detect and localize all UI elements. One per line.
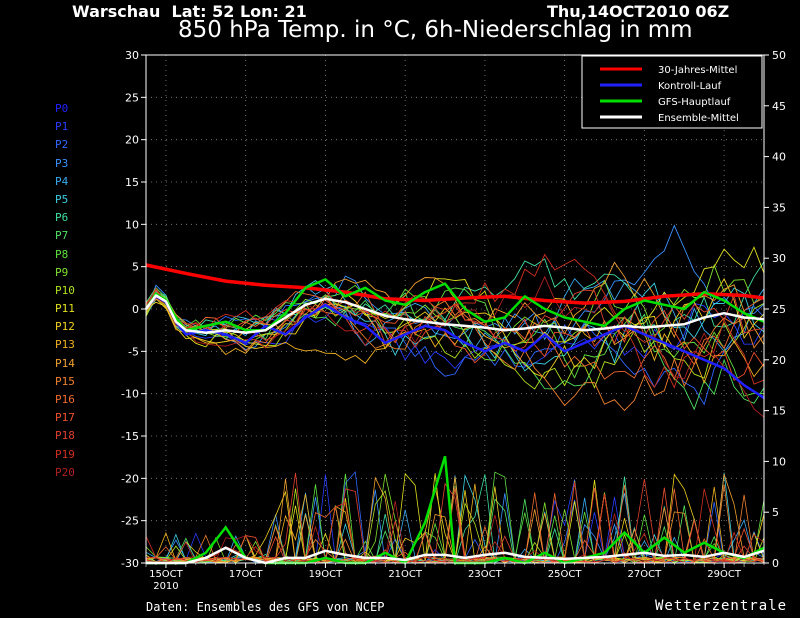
left-tick-label: -10	[121, 388, 139, 401]
legend-label: 30-Jahres-Mittel	[658, 65, 737, 76]
member-temp-line-p15	[145, 292, 765, 412]
run-label-p0: P0	[55, 102, 69, 115]
run-label-p13: P13	[55, 338, 75, 352]
brand-label: Wetterzentrale	[655, 598, 788, 614]
right-tick-label: 50	[772, 49, 786, 62]
run-label-p12: P12	[55, 320, 75, 334]
member-temp-line-p2	[145, 291, 765, 406]
location-label: Warschau Lat: 52 Lon: 21	[72, 2, 307, 21]
run-label-p6: P6	[55, 211, 69, 225]
x-tick-label: 17OCT	[229, 569, 264, 580]
ensemble-run-list: P0 P1 P2 P3 P4 P5 P6 P7 P8 P9 P10 P11 P12 P13 P14 P15 P1…	[55, 100, 75, 482]
run-label-p14: P14	[55, 356, 75, 370]
data-source-note: Daten: Ensembles des GFS von NCEP	[146, 600, 385, 614]
legend-label: GFS-Hauptlauf	[658, 97, 731, 108]
run-label-p17: P17	[55, 411, 75, 425]
axes: 302520151050-5-10-15-20-25-3050454035302…	[121, 49, 786, 592]
chart-title: 850 hPa Temp. in °C, 6h-Niederschlag in …	[178, 17, 693, 43]
right-tick-label: 30	[772, 252, 786, 265]
run-label-p20: P20	[55, 465, 75, 479]
run-label-p7: P7	[55, 229, 69, 243]
left-tick-label: 0	[132, 303, 139, 316]
left-tick-label: 25	[125, 91, 139, 104]
x-tick-label: 15OCT	[149, 569, 184, 580]
right-tick-label: 45	[772, 100, 786, 113]
x-tick-label: 21OCT	[388, 569, 423, 580]
x-tick-label: 27OCT	[628, 569, 663, 580]
member-temp-line-p6	[145, 258, 765, 348]
run-label-p1: P1	[55, 120, 69, 134]
run-label-p5: P5	[55, 192, 69, 206]
left-tick-label: -30	[121, 557, 139, 570]
run-label-p10: P10	[55, 283, 75, 297]
series-line--jahres-mittel	[145, 263, 765, 305]
run-label-p4: P4	[55, 174, 69, 188]
right-tick-label: 35	[772, 201, 786, 214]
run-datetime: Thu,14OCT2010 06Z	[547, 2, 730, 21]
legend: 30-Jahres-Mittel Kontroll-Lauf GFS-Hauptla…	[581, 55, 763, 129]
run-label-p16: P16	[55, 393, 75, 406]
run-label-p9: P9	[55, 265, 69, 279]
left-tick-label: 20	[125, 134, 139, 147]
member-temp-line-p17	[145, 289, 765, 381]
left-tick-label: -20	[121, 472, 139, 485]
legend-label: Ensemble-Mittel	[658, 113, 739, 124]
left-tick-label: -25	[121, 515, 139, 528]
left-tick-label: 30	[125, 49, 139, 62]
left-tick-label: 10	[125, 218, 139, 231]
x-year-label: 2010	[153, 581, 178, 592]
series-line-gfs-hauptlauf	[144, 278, 765, 332]
member-temp-line-p3	[145, 224, 765, 350]
left-tick-label: 15	[125, 176, 139, 189]
member-precip-line-p17	[145, 487, 765, 564]
legend-label: Kontroll-Lauf	[658, 81, 722, 92]
run-label-p18: P18	[55, 429, 75, 443]
right-tick-label: 10	[772, 455, 786, 468]
run-label-p15: P15	[55, 374, 75, 388]
right-tick-label: 5	[772, 506, 779, 519]
series-line-ensemble-mittel	[144, 294, 765, 334]
run-label-p19: P19	[55, 447, 75, 461]
left-tick-label: -5	[128, 345, 139, 358]
ensemble-members	[145, 224, 765, 564]
left-tick-label: -15	[121, 430, 139, 443]
right-tick-label: 25	[772, 303, 786, 316]
x-tick-label: 19OCT	[309, 569, 344, 580]
left-tick-label: 5	[132, 261, 139, 274]
x-tick-label: 29OCT	[707, 569, 742, 580]
run-label-p8: P8	[55, 247, 69, 261]
right-tick-label: 0	[772, 557, 779, 570]
run-label-p11: P11	[55, 302, 75, 316]
right-tick-label: 40	[772, 151, 786, 164]
right-tick-label: 15	[772, 405, 786, 418]
x-tick-label: 23OCT	[468, 569, 503, 580]
x-tick-label: 25OCT	[548, 569, 583, 580]
run-label-p2: P2	[55, 138, 69, 152]
right-tick-label: 20	[772, 354, 786, 367]
run-label-p3: P3	[55, 156, 69, 170]
member-temp-line-p19	[145, 253, 765, 389]
